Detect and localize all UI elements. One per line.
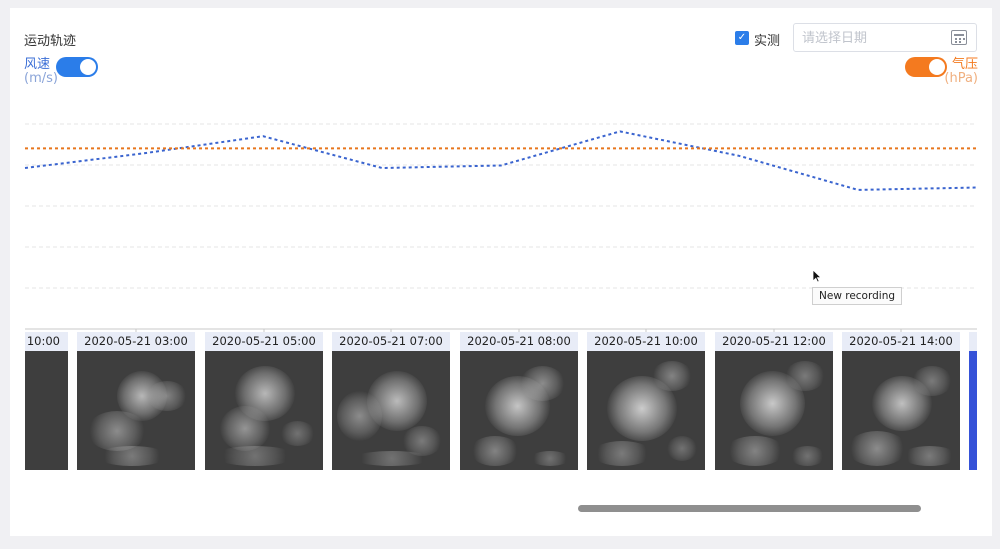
cloud-shape [147, 381, 187, 411]
cloud-shape [725, 436, 785, 466]
cloud-shape [872, 376, 932, 431]
toggle-knob [80, 59, 96, 75]
date-picker[interactable] [793, 23, 977, 52]
satellite-thumbnail-partial[interactable] [969, 332, 977, 470]
cloud-shape [530, 451, 570, 466]
mouse-cursor-icon [812, 269, 822, 283]
cloud-shape [847, 431, 907, 466]
page-title: 运动轨迹 [24, 34, 77, 49]
pressure-axis-label: 气压 (hPa) [944, 58, 978, 86]
satellite-thumbnail[interactable]: 2020-05-21 05:00 [205, 332, 323, 470]
cloud-shape [87, 411, 147, 451]
satellite-thumbnail[interactable]: 2020-05-21 07:00 [332, 332, 450, 470]
cloud-shape [520, 366, 565, 401]
cloud-shape [220, 406, 270, 451]
cloud-shape [667, 436, 697, 461]
wind-toggle[interactable] [56, 57, 98, 77]
thumbnail-timestamp: 2020-05-21 03:00 [77, 332, 195, 351]
satellite-image [77, 351, 195, 470]
cloud-shape [912, 366, 952, 396]
date-input[interactable] [802, 29, 942, 47]
satellite-image [715, 351, 833, 470]
cloud-shape [402, 426, 442, 456]
pressure-toggle[interactable] [905, 57, 947, 77]
cloud-shape [902, 446, 957, 466]
wind-unit: (m/s) [24, 71, 58, 86]
satellite-thumbnail[interactable]: 2020-05-21 12:00 [715, 332, 833, 470]
wind-label: 风速 [24, 57, 51, 72]
cloud-shape [215, 446, 295, 466]
calendar-icon[interactable] [951, 30, 967, 45]
satellite-image [25, 351, 68, 470]
horizontal-scrollbar[interactable] [578, 505, 921, 512]
thumbnail-timestamp: 2020-05-21 08:00 [460, 332, 578, 351]
cloud-shape [470, 436, 520, 466]
satellite-thumbnail[interactable]: 2020-05-21 03:00 [77, 332, 195, 470]
satellite-image [332, 351, 450, 470]
satellite-image [460, 351, 578, 470]
cloud-shape [740, 371, 805, 436]
cloud-shape [485, 376, 550, 436]
measured-checkbox[interactable]: ✓ [735, 31, 749, 45]
pressure-unit: (hPa) [944, 71, 978, 86]
satellite-image [969, 351, 977, 470]
cloud-shape [607, 376, 677, 441]
satellite-image [587, 351, 705, 470]
thumbnail-timestamp: 2020-05-21 05:00 [205, 332, 323, 351]
thumbnail-timestamp: 2020-05-21 10:00 [587, 332, 705, 351]
cloud-shape [785, 361, 825, 391]
cloud-shape [352, 451, 432, 466]
cloud-shape [117, 371, 167, 421]
thumbnail-timestamp: 10:00 [25, 332, 68, 351]
satellite-thumbnail[interactable]: 2020-05-21 08:00 [460, 332, 578, 470]
thumbnail-timestamp [969, 332, 977, 351]
satellite-thumbnail[interactable]: 2020-05-21 10:00 [587, 332, 705, 470]
thumbnail-timestamp: 2020-05-21 07:00 [332, 332, 450, 351]
cloud-shape [97, 446, 167, 466]
satellite-image-strip[interactable]: 10:00 2020-05-21 03:00 2020-05-21 05:00 202… [25, 332, 977, 470]
measured-label: 实测 [754, 34, 781, 49]
thumbnail-timestamp: 2020-05-21 14:00 [842, 332, 960, 351]
cloud-shape [790, 446, 825, 466]
chart-series [24, 130, 978, 191]
cloud-shape [367, 371, 427, 431]
satellite-thumbnail[interactable]: 2020-05-21 14:00 [842, 332, 960, 470]
cloud-shape [337, 391, 382, 441]
cloud-shape [280, 421, 315, 446]
wind-speed-series-line [24, 130, 978, 191]
satellite-thumbnail[interactable]: 10:00 [25, 332, 68, 470]
thumbnail-timestamp: 2020-05-21 12:00 [715, 332, 833, 351]
cloud-shape [652, 361, 692, 391]
wind-axis-label: 风速 (m/s) [24, 58, 58, 86]
satellite-image [842, 351, 960, 470]
cloud-shape [592, 441, 652, 466]
tooltip: New recording [812, 287, 903, 305]
pressure-label: 气压 [951, 57, 978, 72]
satellite-image [205, 351, 323, 470]
toggle-knob [929, 59, 945, 75]
